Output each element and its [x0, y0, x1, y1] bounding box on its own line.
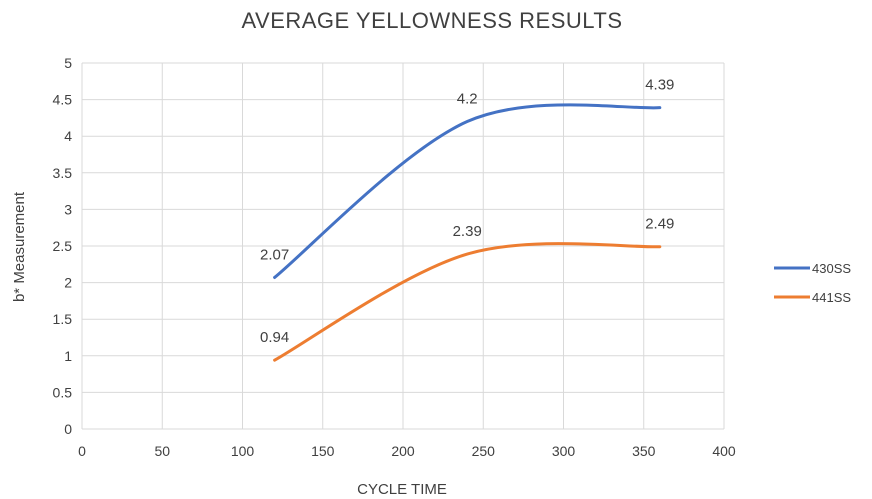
x-tick-label: 400	[712, 443, 736, 459]
y-tick-label: 4	[64, 128, 72, 144]
x-tick-label: 50	[154, 443, 170, 459]
data-label-441ss: 2.49	[645, 216, 674, 233]
series-line-430ss	[273, 103, 662, 279]
y-tick-label: 3	[64, 201, 72, 217]
series-line-441ss	[273, 242, 662, 362]
series-lines	[273, 103, 662, 362]
data-label-441ss: 0.94	[260, 329, 289, 346]
x-tick-label: 300	[552, 443, 576, 459]
y-axis-label: b* Measurement	[11, 191, 28, 302]
x-tick-label: 250	[472, 443, 496, 459]
data-label-441ss: 2.39	[453, 223, 482, 240]
y-tick-label: 4.5	[53, 92, 73, 108]
y-tick-label: 0.5	[53, 384, 73, 400]
y-tick-label: 3.5	[53, 165, 73, 181]
legend-label-430ss: 430SS	[812, 261, 851, 276]
y-tick-label: 2.5	[53, 238, 73, 254]
data-labels: 2.07 4.2 4.39 0.94 2.39 2.49	[260, 77, 674, 347]
legend-label-441ss: 441SS	[812, 290, 851, 305]
y-tick-label: 1	[64, 348, 72, 364]
axis-ticks: 00.511.522.533.544.550 50 100 150 200 250 300 3…	[53, 55, 736, 459]
y-tick-label: 2	[64, 275, 72, 291]
y-tick-label: 0	[64, 421, 72, 437]
x-axis-label: CYCLE TIME	[357, 481, 447, 498]
x-tick-label: 150	[311, 443, 335, 459]
x-tick-label: 350	[632, 443, 656, 459]
x-tick-label: 0	[78, 443, 86, 459]
legend: 430SS 441SS	[774, 261, 851, 305]
data-label-430ss: 4.2	[457, 91, 478, 108]
x-tick-label: 200	[391, 443, 415, 459]
x-tick-label: 100	[231, 443, 255, 459]
y-tick-label: 5	[64, 55, 72, 71]
data-label-430ss: 4.39	[645, 77, 674, 94]
chart-title: AVERAGE YELLOWNESS RESULTS	[241, 8, 622, 33]
y-tick-label: 1.5	[53, 311, 73, 327]
data-label-430ss: 2.07	[260, 246, 289, 263]
